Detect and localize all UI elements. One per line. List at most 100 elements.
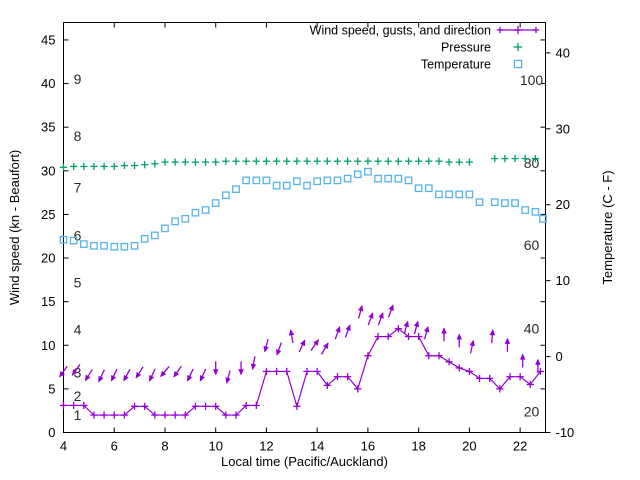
- y-axis-tick-label: 5: [48, 381, 55, 396]
- data-point-marker: [465, 190, 474, 199]
- data-point-marker: [531, 207, 540, 216]
- y-axis-tick-label: 40: [41, 76, 55, 91]
- wind-direction-arrow-head: [199, 374, 205, 382]
- x-axis-title: Local time (Pacific/Auckland): [221, 454, 388, 469]
- wind-direction-arrow-head: [519, 353, 526, 360]
- data-point-marker: [374, 174, 382, 183]
- wind-direction-arrow-head: [358, 304, 364, 312]
- wind-direction-arrow-head: [368, 312, 374, 319]
- x-axis-tick-label: 14: [310, 439, 324, 454]
- wind-direction-arrow-head: [335, 326, 341, 333]
- x-axis-tick-label: 4: [60, 439, 67, 454]
- wind-direction-arrow-head: [441, 327, 447, 334]
- wind-direction-arrow-head: [212, 369, 219, 376]
- wind-direction-arrow-head: [173, 370, 180, 378]
- wind-direction-arrow-head: [413, 320, 420, 328]
- y2-axis-title: Temperature (C - F): [600, 170, 615, 284]
- data-point-marker: [59, 235, 68, 244]
- wind-direction-arrow-head: [300, 339, 306, 347]
- beaufort-scale-label: 3: [74, 364, 82, 380]
- plot-border: [63, 22, 546, 433]
- y2-axis-tick-label: 0: [556, 349, 563, 364]
- x-axis-tick-label: 6: [111, 439, 118, 454]
- y-axis-tick-label: 0: [48, 425, 55, 440]
- data-point-marker: [475, 198, 484, 207]
- y-axis-tick-label: 15: [41, 294, 55, 309]
- data-point-marker: [435, 190, 443, 199]
- legend-label-3: Temperature: [421, 58, 491, 72]
- data-point-marker: [414, 184, 423, 193]
- data-point-marker: [445, 190, 453, 199]
- data-point-marker: [333, 176, 342, 185]
- wind-direction-arrow-head: [250, 363, 257, 371]
- data-point-marker: [79, 240, 88, 248]
- legend-label-2: Pressure: [441, 41, 491, 55]
- wind-direction-arrow-head: [423, 325, 430, 333]
- y2-axis-tick-label: 40: [556, 45, 570, 60]
- x-axis-tick-label: 16: [361, 439, 375, 454]
- x-axis-tick-label: 8: [161, 439, 168, 454]
- wind-direction-arrow-head: [469, 339, 475, 347]
- fahrenheit-scale-label: 80: [524, 155, 540, 171]
- data-point-marker: [181, 214, 190, 223]
- data-point-marker: [539, 214, 547, 223]
- wind-direction-arrow-head: [238, 369, 244, 376]
- data-point-marker: [161, 224, 169, 233]
- y-axis-tick-label: 25: [41, 207, 55, 222]
- data-point-marker: [384, 174, 393, 183]
- x-axis-tick-label: 12: [259, 439, 273, 454]
- wind-direction-arrow-head: [225, 377, 231, 384]
- data-point-marker: [252, 176, 261, 185]
- fahrenheit-scale-label: 40: [524, 321, 540, 337]
- data-point-marker: [150, 231, 159, 240]
- beaufort-scale-label: 5: [74, 274, 82, 290]
- y-axis-tick-label: 30: [41, 163, 55, 178]
- wind-direction-arrow-head: [149, 374, 155, 382]
- fahrenheit-scale-label: 60: [524, 237, 540, 253]
- data-point-marker: [100, 241, 108, 250]
- data-point-marker: [394, 174, 403, 183]
- wind-direction-arrow-head: [378, 312, 384, 319]
- data-point-marker: [282, 181, 291, 190]
- beaufort-scale-label: 4: [74, 322, 82, 338]
- wind-direction-arrow-head: [98, 375, 104, 383]
- data-point-marker: [242, 176, 251, 185]
- data-point-marker: [191, 208, 200, 217]
- wind-direction-arrow-head: [187, 374, 193, 382]
- data-point-marker: [69, 236, 78, 245]
- wind-direction-arrow-head: [59, 370, 65, 378]
- data-point-marker: [501, 199, 509, 207]
- wind-direction-arrow-head: [288, 329, 295, 336]
- data-point-marker: [211, 199, 220, 207]
- x-axis-tick-label: 20: [462, 439, 476, 454]
- data-point-marker: [232, 185, 240, 193]
- data-point-marker: [303, 181, 311, 190]
- data-point-marker: [130, 241, 139, 250]
- data-point-marker: [455, 190, 464, 199]
- data-point-marker: [171, 217, 179, 226]
- y-axis-tick-label: 45: [41, 32, 55, 47]
- y2-axis-tick-label: 30: [556, 121, 570, 136]
- data-point-marker: [262, 176, 271, 185]
- data-point-marker: [490, 198, 499, 207]
- data-point-marker: [521, 206, 530, 214]
- wind-direction-arrow-head: [84, 374, 91, 382]
- legend-marker-swatch: [513, 59, 523, 69]
- y2-axis-tick-label: 20: [556, 197, 570, 212]
- beaufort-scale-label: 9: [74, 71, 82, 87]
- data-point-marker: [364, 167, 372, 176]
- wind-direction-arrow-head: [489, 329, 496, 336]
- data-point-marker: [353, 170, 362, 179]
- beaufort-scale-label: 1: [74, 407, 82, 423]
- data-point-marker: [140, 234, 149, 243]
- y-axis-tick-label: 35: [41, 120, 55, 135]
- legend-label-1: Wind speed, gusts, and direction: [310, 24, 491, 38]
- wind-direction-arrow-head: [160, 370, 167, 378]
- data-point-marker: [343, 174, 352, 183]
- fahrenheit-scale-label: 100: [520, 72, 544, 88]
- fahrenheit-scale-label: 20: [524, 404, 540, 420]
- wind-direction-arrow-head: [535, 358, 541, 365]
- wind-direction-arrow-head: [111, 374, 117, 382]
